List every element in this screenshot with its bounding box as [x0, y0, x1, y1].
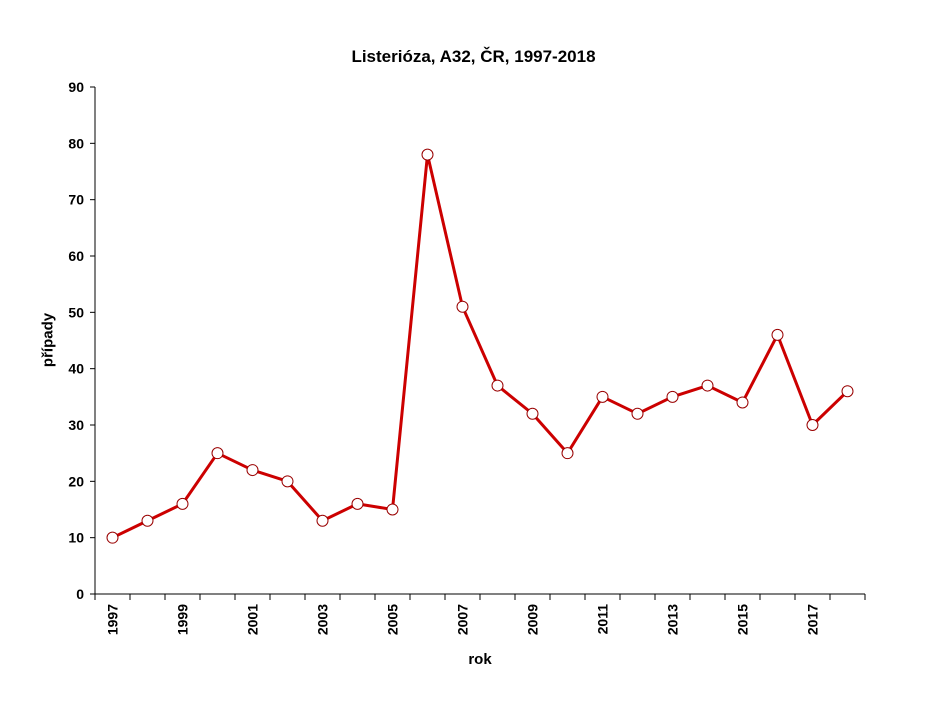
data-series [106, 148, 854, 544]
data-point-marker [281, 475, 294, 488]
data-point-marker [736, 396, 749, 409]
data-point-marker [561, 447, 574, 460]
x-tick-label: 2001 [245, 604, 261, 635]
data-point-marker [106, 531, 119, 544]
data-point-marker [806, 419, 819, 431]
y-tick-label: 40 [68, 361, 84, 377]
x-tick-label: 2009 [525, 604, 541, 635]
x-tick-label: 2017 [805, 604, 821, 635]
y-tick-label: 10 [68, 530, 84, 546]
data-point-marker [421, 148, 434, 161]
x-tick-label: 1997 [105, 604, 121, 635]
y-tick-label: 0 [76, 586, 84, 602]
data-point-marker [491, 379, 504, 392]
y-tick-label: 30 [68, 417, 84, 433]
data-point-marker [141, 514, 154, 527]
data-point-marker [701, 379, 714, 392]
x-axis-ticks: 1997 1999 2001 2003 2005 2007 2009 2011 2013 2015… [94, 594, 866, 635]
data-point-marker [526, 407, 539, 420]
x-tick-label: 2007 [455, 604, 471, 635]
y-tick-label: 90 [68, 79, 84, 95]
y-tick-label: 60 [68, 248, 84, 264]
series-line [111, 153, 849, 540]
x-tick-label: 2013 [665, 604, 681, 635]
data-point-marker [246, 464, 259, 477]
data-point-marker [596, 390, 609, 403]
data-point-marker [456, 300, 469, 313]
axes [94, 87, 865, 595]
x-tick-label: 2011 [595, 604, 611, 635]
data-point-marker [841, 385, 854, 398]
chart-title: Listerióza, A32, ČR, 1997-2018 [351, 47, 596, 66]
data-point-marker [211, 447, 224, 460]
data-point-marker [176, 497, 189, 510]
x-tick-label: 2015 [735, 604, 751, 635]
x-tick-label: 2003 [315, 604, 331, 635]
data-point-marker [351, 497, 364, 510]
y-tick-label: 80 [68, 135, 84, 151]
y-tick-label: 70 [68, 192, 84, 208]
data-point-marker [666, 390, 679, 403]
x-tick-label: 2005 [385, 604, 401, 635]
data-point-marker [631, 407, 644, 420]
y-axis-ticks: 0 10 20 30 40 50 60 70 80 90 [68, 79, 95, 602]
y-tick-label: 20 [68, 473, 84, 489]
data-point-marker [386, 503, 399, 516]
x-axis-label: rok [468, 651, 492, 668]
data-point-marker [771, 328, 784, 341]
x-tick-label: 1999 [175, 604, 191, 635]
data-point-marker [316, 514, 329, 527]
y-tick-label: 50 [68, 304, 84, 320]
